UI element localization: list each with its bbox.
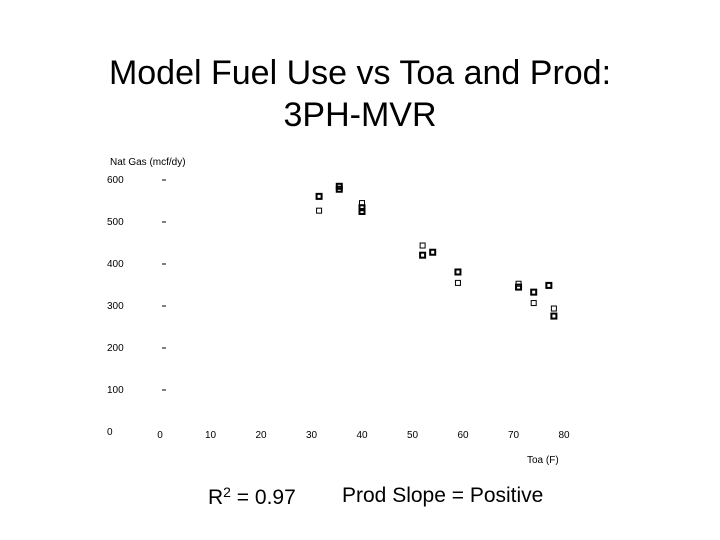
y-tick-label: 200 bbox=[107, 343, 124, 354]
y-tick-label: 500 bbox=[107, 217, 124, 228]
r-squared-exponent: 2 bbox=[223, 484, 231, 500]
slide-title: Model Fuel Use vs Toa and Prod: 3PH-MVR bbox=[0, 52, 720, 136]
data-point-bold bbox=[315, 192, 323, 200]
data-point-light bbox=[359, 200, 365, 207]
data-point-light bbox=[550, 305, 557, 312]
data-point-bold bbox=[335, 185, 343, 193]
data-point-bold bbox=[530, 288, 538, 296]
data-point-bold bbox=[454, 268, 462, 276]
x-tick-label: 10 bbox=[205, 430, 217, 441]
data-point-bold bbox=[515, 283, 523, 291]
data-point-bold bbox=[550, 312, 558, 320]
x-tick-label: 30 bbox=[306, 430, 318, 441]
y-tick-label: 300 bbox=[107, 301, 124, 312]
x-tick-label: 20 bbox=[255, 430, 267, 441]
data-point-light bbox=[419, 242, 426, 249]
x-tick-label: 60 bbox=[457, 430, 469, 441]
data-point-bold bbox=[545, 281, 553, 289]
y-axis-label: Nat Gas (mcf/dy) bbox=[110, 157, 186, 168]
y-tick-label: 0 bbox=[107, 427, 113, 438]
y-tick-label: 400 bbox=[107, 259, 124, 270]
data-point-light bbox=[316, 207, 323, 214]
data-point-bold bbox=[419, 251, 427, 259]
data-point-bold bbox=[429, 248, 437, 256]
data-point-bold bbox=[358, 208, 366, 215]
r-squared-label: R2 = 0.97 bbox=[208, 484, 296, 510]
x-tick-label: 0 bbox=[157, 430, 163, 441]
x-tick-label: 80 bbox=[558, 430, 570, 441]
x-tick-label: 70 bbox=[508, 430, 520, 441]
y-tick-label: 100 bbox=[107, 385, 124, 396]
prod-slope-label: Prod Slope = Positive bbox=[342, 484, 544, 507]
slide-title-line-2: 3PH-MVR bbox=[283, 96, 437, 134]
x-axis-label: Toa (F) bbox=[527, 455, 559, 466]
data-point-light bbox=[515, 280, 522, 287]
x-tick-label: 40 bbox=[356, 430, 368, 441]
data-point-light bbox=[454, 279, 461, 286]
data-point-light bbox=[530, 300, 537, 307]
y-axis: 0 100 200 300 400 500 600 bbox=[107, 175, 166, 438]
r-squared-value: = 0.97 bbox=[230, 486, 296, 509]
r-squared-prefix: R bbox=[208, 486, 224, 509]
y-tick-label: 600 bbox=[107, 175, 124, 186]
slide-title-line-1: Model Fuel Use vs Toa and Prod: bbox=[108, 54, 612, 92]
x-axis: 0 10 20 30 40 50 60 70 80 bbox=[157, 430, 570, 441]
data-points bbox=[315, 182, 558, 320]
x-tick-label: 50 bbox=[407, 430, 419, 441]
